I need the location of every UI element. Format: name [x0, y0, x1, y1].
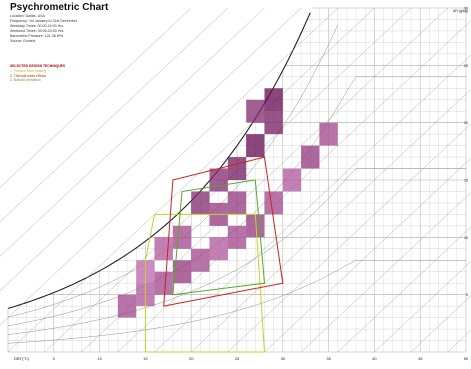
meta-line: Source: Ecotect [10, 38, 36, 43]
x-tick-label: 35 [326, 356, 331, 361]
y-tick-label: 20 [464, 121, 468, 125]
heatmap-cell [209, 168, 228, 192]
heatmap-cells [117, 88, 338, 318]
enthalpy-line [227, 123, 471, 353]
heatmap-cell [264, 88, 283, 112]
enthalpy-line [0, 7, 302, 291]
enthalpy-line [337, 226, 471, 353]
legend-item: 3. Natural ventilation [10, 78, 41, 83]
enthalpy-line [7, 7, 375, 353]
heatmap-cell [209, 237, 228, 261]
x-tick-label: 40 [372, 356, 377, 361]
enthalpy-line [191, 89, 471, 353]
meta-line: Frequency: 1st January to 31st December [10, 18, 77, 23]
meta-line: Barometric Pressure: 101.36 kPa [10, 33, 63, 38]
enthalpy-line [0, 7, 265, 257]
x-tick-label: 15 [143, 356, 148, 361]
heatmap-cell [154, 271, 173, 295]
design-zones [144, 156, 284, 353]
enthalpy-line [0, 7, 228, 223]
heatmap-cell [117, 294, 137, 318]
heatmap-cell [191, 248, 210, 272]
meta-line: Weekend Times: 00:00-24:00 Hrs [10, 28, 64, 33]
x-axis-label: DBT(°C) [14, 356, 30, 361]
y-tick-label: 30 [464, 7, 468, 11]
x-tick-label: 45 [418, 356, 423, 361]
x-tick-label: 30 [281, 356, 286, 361]
axis-labels: 5 10 15 20 25 30 35 40 45 50DBT(°C)51015202530AH … [14, 7, 469, 362]
heatmap-cell [227, 157, 247, 180]
x-tick-label: 10 [97, 356, 102, 361]
legend-item: 1. Passive solar heating [10, 68, 46, 73]
design-zone [144, 213, 266, 353]
heatmap-cell [246, 134, 265, 158]
design-zone [172, 179, 266, 296]
heatmap-cell [246, 99, 265, 123]
enthalpy-line [300, 192, 471, 353]
heatmap-cell [227, 225, 247, 249]
heatmap-cell [282, 168, 302, 192]
legend-item: 2. Thermal mass effects [10, 73, 47, 78]
enthalpy-line [374, 261, 471, 353]
x-tick-label: 20 [189, 356, 194, 361]
rh-curve [7, 260, 466, 344]
y-tick-label: 5 [466, 293, 468, 297]
heatmap-cell [227, 191, 247, 215]
chart-meta: Location: Dallas, USA Frequency: 1st Jan… [10, 14, 77, 43]
heatmap-cell [301, 145, 320, 169]
y-tick-label: 15 [464, 179, 468, 183]
meta-line: Weekday Times: 00:00-24:00 Hrs [10, 23, 64, 28]
x-tick-label: 25 [235, 356, 240, 361]
heatmap-cell [264, 111, 283, 135]
meta-line: Location: Dallas, USA [10, 14, 45, 18]
design-techniques-legend: SELECTED DESIGN TECHNIQUES 1. Passive so… [10, 64, 65, 83]
heatmap-cell [154, 237, 173, 261]
y-tick-label: 10 [464, 236, 468, 240]
design-zone [163, 156, 284, 307]
enthalpy-line [0, 7, 192, 188]
enthalpy-line [264, 157, 471, 353]
x-tick-label: 5 [53, 356, 56, 361]
heatmap-cell [264, 191, 283, 215]
y-tick-label: 25 [464, 64, 468, 68]
heatmap-cell [319, 122, 338, 146]
x-tick-label: 50 [464, 356, 469, 361]
heatmap-cell [172, 225, 192, 249]
enthalpy-line [0, 7, 338, 326]
heatmap-cell [172, 260, 192, 284]
heatmap-cell [191, 191, 210, 215]
rh-curve [7, 168, 466, 335]
legend-header: SELECTED DESIGN TECHNIQUES [10, 64, 66, 68]
y-axis-label: AH (g/kg) [453, 9, 468, 13]
enthalpy-line [154, 54, 471, 353]
chart-title: Psychrometric Chart [10, 2, 109, 13]
